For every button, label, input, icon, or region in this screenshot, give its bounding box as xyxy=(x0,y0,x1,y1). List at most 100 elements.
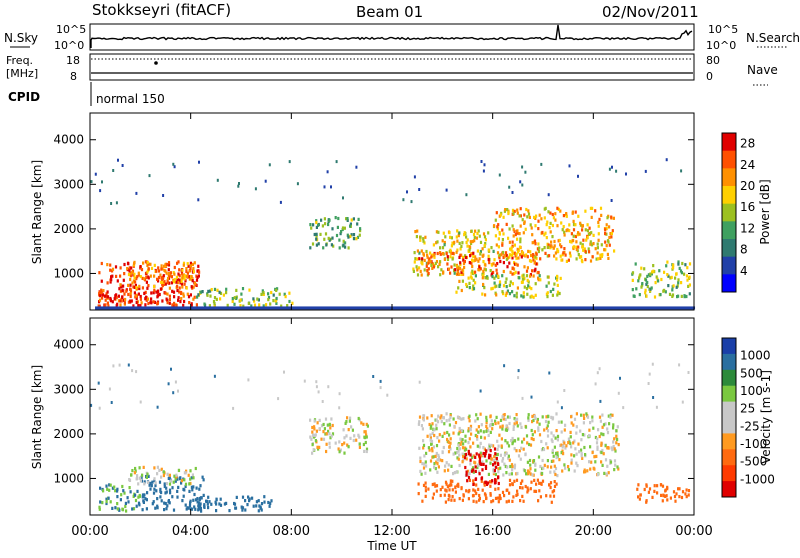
vel-cell xyxy=(556,400,559,404)
power-cell xyxy=(526,215,529,219)
vel-cell xyxy=(141,508,144,512)
vel-cell xyxy=(575,461,578,465)
power-cell xyxy=(110,275,113,279)
vel-cell xyxy=(434,484,437,488)
power-cell xyxy=(132,279,135,283)
vel-cell xyxy=(474,465,477,469)
power-cell xyxy=(479,249,482,254)
vel-cell xyxy=(490,419,493,423)
power-cell xyxy=(198,270,201,274)
vel-cell xyxy=(541,466,544,471)
vel-cell xyxy=(653,484,656,488)
power-cell xyxy=(416,229,419,233)
vel-cell xyxy=(418,380,421,384)
vel-cell xyxy=(535,482,538,486)
power-cell xyxy=(147,301,150,306)
vel-cell xyxy=(442,416,445,420)
vel-cell xyxy=(202,493,205,497)
power-cell xyxy=(460,270,463,274)
vel-cell xyxy=(141,473,144,477)
power-cell xyxy=(499,259,502,264)
power-cell xyxy=(656,277,659,281)
vel-cell xyxy=(116,489,119,493)
power-cell xyxy=(564,253,567,257)
vel-cell xyxy=(547,420,550,424)
vel-cell xyxy=(468,419,471,423)
power-cell xyxy=(586,235,589,239)
vel-cell xyxy=(498,493,501,498)
vel-cell xyxy=(131,369,134,373)
vel-cell xyxy=(144,497,147,501)
power-cell xyxy=(501,228,504,232)
power-cell xyxy=(547,243,550,247)
power-cell xyxy=(160,278,164,282)
vel-cell xyxy=(469,462,472,466)
power-cell xyxy=(502,292,505,296)
power-colorbar-label: Power [dB] xyxy=(758,179,772,244)
power-cell xyxy=(534,267,537,271)
power-cell xyxy=(504,280,507,284)
vel-cell xyxy=(438,433,441,437)
power-cell xyxy=(677,260,680,264)
vel-cell xyxy=(560,406,563,410)
vel-cell xyxy=(604,422,607,426)
power-cell xyxy=(651,270,654,274)
vel-cell xyxy=(267,500,270,505)
power-cell xyxy=(315,243,318,247)
vel-cell xyxy=(425,464,428,468)
vel-cell xyxy=(165,486,168,490)
vel-cell xyxy=(479,451,482,455)
power-cell xyxy=(604,240,607,244)
vel-cell xyxy=(521,479,524,483)
vel-cell xyxy=(513,422,516,426)
power-cell xyxy=(458,267,462,271)
power-cell xyxy=(481,276,484,280)
vel-cell xyxy=(494,487,497,491)
power-cell xyxy=(192,266,195,271)
vel-cell xyxy=(422,414,426,418)
power-cell xyxy=(584,258,587,262)
power-cell xyxy=(557,207,560,211)
vel-cell xyxy=(546,424,549,428)
power-cell xyxy=(231,299,234,303)
vel-cell xyxy=(131,507,134,511)
power-cell xyxy=(179,300,182,304)
vel-cell xyxy=(145,498,148,502)
time-tick-label: 00:00 xyxy=(71,524,108,539)
vel-cell xyxy=(501,415,504,419)
power-cell xyxy=(537,242,540,246)
vel-cell xyxy=(525,434,529,438)
power-cell xyxy=(598,217,601,221)
vel-cell xyxy=(476,437,479,441)
vel-cell xyxy=(505,451,508,456)
vel-cell xyxy=(327,385,330,389)
power-cell xyxy=(487,257,490,262)
power-cell xyxy=(592,242,595,246)
vel-cell xyxy=(97,381,100,385)
power-cell xyxy=(494,263,497,267)
power-cell xyxy=(127,272,131,277)
vel-cell xyxy=(182,487,185,491)
vel-cell xyxy=(544,419,548,424)
vel-cell xyxy=(313,419,316,423)
power-cell xyxy=(547,193,550,197)
vel-cell xyxy=(481,468,484,472)
power-cell xyxy=(502,232,505,236)
power-cell xyxy=(640,266,643,270)
power-cell xyxy=(474,270,477,274)
vel-cell xyxy=(534,489,538,493)
vel-cell xyxy=(424,494,427,498)
vel-cell xyxy=(197,501,201,505)
vel-cell xyxy=(551,450,554,454)
power-cell xyxy=(506,265,509,269)
vel-cell xyxy=(526,441,529,445)
power-cell xyxy=(469,246,472,250)
vel-cell xyxy=(322,430,325,434)
vel-cell xyxy=(215,502,218,506)
power-colorbar-swatch xyxy=(722,256,736,275)
vel-cell xyxy=(497,487,500,491)
vel-cell xyxy=(613,459,617,463)
vel-cell xyxy=(593,455,596,459)
power-cell xyxy=(543,216,546,220)
power-cell xyxy=(288,160,291,164)
